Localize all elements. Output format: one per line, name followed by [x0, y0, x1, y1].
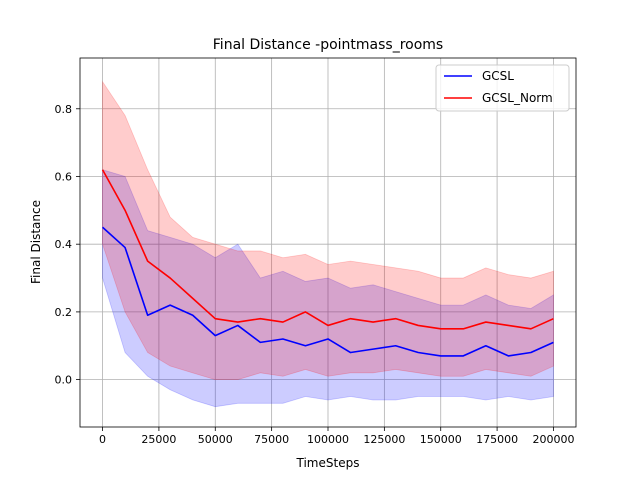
x-tick-label: 125000 — [363, 433, 405, 446]
series-0-line — [102, 226, 554, 357]
x-tick-label: 0 — [99, 433, 106, 446]
legend-label-1: GCSL_Norm — [482, 91, 553, 105]
x-tick-label: 25000 — [141, 433, 176, 446]
x-tick-label: 100000 — [307, 433, 349, 446]
y-tick-label: 0.0 — [55, 374, 73, 387]
legend: GCSL GCSL_Norm — [435, 64, 570, 112]
x-tick-label: 50000 — [198, 433, 233, 446]
y-tick-label: 0.8 — [55, 103, 73, 116]
x-tick-label: 200000 — [532, 433, 574, 446]
x-axis-label: TimeSteps — [296, 456, 360, 470]
y-tick-label: 0.2 — [55, 306, 73, 319]
y-tick-label: 0.6 — [55, 170, 73, 183]
series-0-band — [102, 169, 554, 408]
y-axis-label: Final Distance — [29, 200, 43, 284]
x-tick-label: 75000 — [254, 433, 289, 446]
x-tick-label: 175000 — [476, 433, 518, 446]
x-tick-label: 150000 — [420, 433, 462, 446]
legend-label-0: GCSL — [482, 69, 514, 83]
y-tick-label: 0.4 — [55, 238, 73, 251]
series-1-line — [101, 169, 554, 330]
series-1-band — [102, 80, 554, 381]
chart-title: Final Distance -pointmass_rooms — [213, 37, 443, 53]
